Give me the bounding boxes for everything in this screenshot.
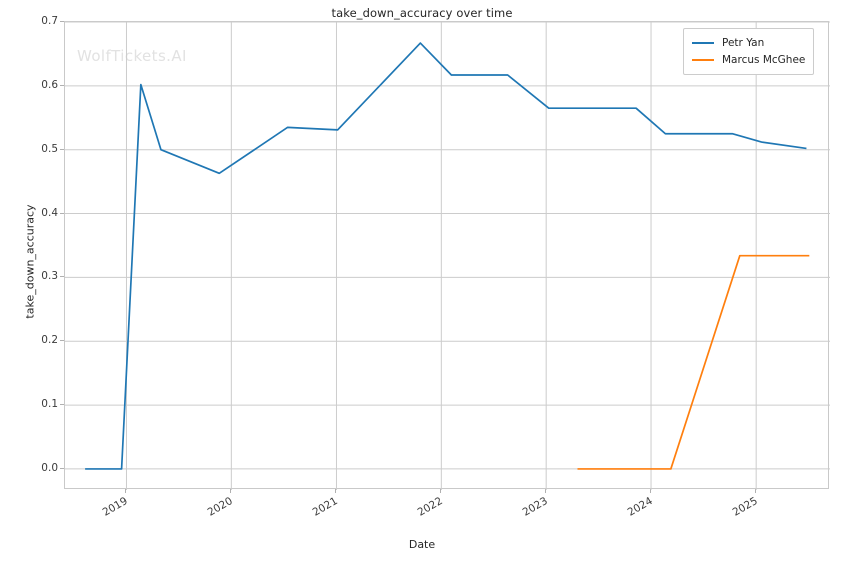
- y-tick-label: 0.0: [41, 461, 58, 474]
- legend-item-petr-yan[interactable]: Petr Yan: [692, 34, 805, 51]
- x-tick-label: 2019: [101, 495, 131, 519]
- watermark: WolfTickets.AI: [77, 47, 187, 65]
- x-tick-mark: [440, 489, 442, 493]
- y-tick-mark: [60, 276, 64, 278]
- y-axis-ticks: 0.0 0.1 0.2 0.3 0.4 0.5 0.6 0.7: [0, 0, 64, 561]
- x-axis-label: Date: [408, 538, 436, 551]
- x-tick-label: 2023: [520, 495, 550, 519]
- y-tick-label: 0.5: [41, 142, 58, 155]
- x-tick-mark: [755, 489, 757, 493]
- x-tick-mark: [650, 489, 652, 493]
- y-tick-label: 0.2: [41, 334, 58, 347]
- y-tick-label: 0.6: [41, 78, 58, 91]
- series-lines: [85, 42, 810, 470]
- grid-lines: [65, 21, 830, 490]
- legend-label-marcus-mcghee: Marcus McGhee: [722, 53, 806, 66]
- x-tick-label: 2024: [625, 495, 655, 519]
- chart-legend: Petr Yan Marcus McGhee: [683, 28, 815, 75]
- legend-swatch-marcus-mcghee: [692, 58, 714, 61]
- x-tick-label: 2025: [730, 495, 760, 519]
- x-tick-mark: [545, 489, 547, 493]
- y-tick-label: 0.3: [41, 270, 58, 283]
- y-tick-mark: [60, 467, 64, 469]
- y-axis-label: take_down_accuracy: [23, 204, 37, 319]
- plot-area: WolfTickets.AI: [64, 21, 830, 490]
- y-tick-mark: [60, 340, 64, 342]
- legend-swatch-petr-yan: [692, 41, 714, 44]
- y-tick-mark: [60, 84, 64, 86]
- legend-item-marcus-mcghee[interactable]: Marcus McGhee: [692, 51, 805, 68]
- chart-title: take_down_accuracy over time: [331, 6, 513, 20]
- x-tick-label: 2020: [205, 495, 236, 519]
- plot-lines: [65, 21, 830, 490]
- y-tick-label: 0.4: [41, 206, 58, 219]
- x-tick-mark: [125, 489, 127, 493]
- y-tick-mark: [60, 212, 64, 214]
- x-tick-mark: [230, 489, 232, 493]
- x-tick-mark: [335, 489, 337, 493]
- y-tick-mark: [60, 404, 64, 406]
- y-tick-mark: [60, 148, 64, 150]
- y-tick-label: 0.7: [41, 15, 58, 27]
- x-tick-label: 2021: [311, 495, 341, 519]
- y-tick-mark: [60, 21, 64, 22]
- x-tick-label: 2022: [415, 495, 446, 519]
- y-tick-label: 0.1: [41, 398, 58, 411]
- legend-label-petr-yan: Petr Yan: [722, 36, 765, 49]
